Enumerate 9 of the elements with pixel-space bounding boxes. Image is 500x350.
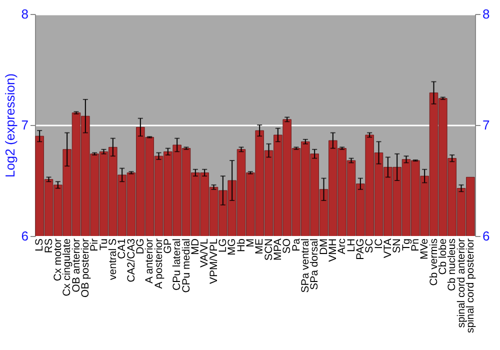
x-tick-label: Cb lobe: [436, 238, 449, 275]
y-tick-label: 7: [21, 118, 28, 132]
y-tick-label: 6: [21, 228, 28, 244]
y2-tick-label: 6: [482, 228, 490, 244]
y2-tick-label: 8: [482, 6, 490, 22]
x-tick-label: MVe: [418, 238, 431, 260]
y-tick-label: 8: [21, 6, 28, 22]
y2-tick-label: 7: [482, 118, 490, 132]
y-axis-title: Log2 (expression): [2, 73, 18, 178]
